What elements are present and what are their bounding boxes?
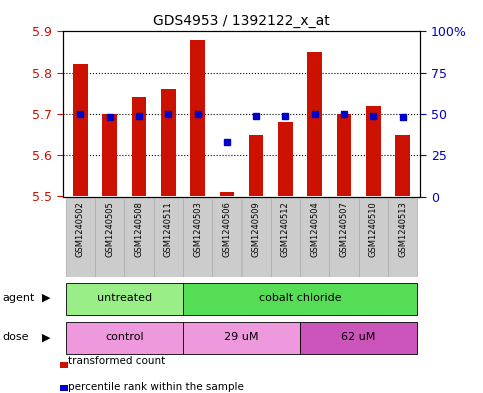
Text: percentile rank within the sample: percentile rank within the sample [68, 382, 243, 392]
Bar [337, 114, 351, 196]
Text: GSM1240507: GSM1240507 [340, 201, 349, 257]
Text: ▶: ▶ [42, 293, 50, 303]
Bar [212, 198, 242, 277]
Bar [102, 114, 117, 196]
Text: GSM1240511: GSM1240511 [164, 201, 173, 257]
Text: agent: agent [2, 293, 35, 303]
Text: dose: dose [2, 332, 29, 342]
Bar [95, 198, 124, 277]
Bar [271, 198, 300, 277]
Bar [132, 97, 146, 196]
Bar [242, 198, 271, 277]
Bar [66, 322, 183, 354]
Bar [66, 283, 183, 314]
Text: transformed count: transformed count [68, 356, 165, 366]
Bar [190, 40, 205, 197]
Text: 29 uM: 29 uM [224, 332, 259, 342]
Text: untreated: untreated [97, 293, 152, 303]
Text: GSM1240508: GSM1240508 [134, 201, 143, 257]
Text: GSM1240510: GSM1240510 [369, 201, 378, 257]
Bar [154, 198, 183, 277]
Text: 62 uM: 62 uM [341, 332, 376, 342]
Bar [124, 198, 154, 277]
Bar [329, 198, 359, 277]
Text: control: control [105, 332, 143, 342]
Text: cobalt chloride: cobalt chloride [259, 293, 341, 303]
Text: GSM1240502: GSM1240502 [76, 201, 85, 257]
Bar [359, 198, 388, 277]
Text: GSM1240503: GSM1240503 [193, 201, 202, 257]
Bar [183, 322, 300, 354]
Text: GSM1240505: GSM1240505 [105, 201, 114, 257]
Text: GSM1240512: GSM1240512 [281, 201, 290, 257]
Bar [183, 283, 417, 314]
Bar [60, 385, 68, 391]
Text: GSM1240506: GSM1240506 [222, 201, 231, 257]
Bar [300, 198, 329, 277]
Bar [161, 89, 176, 196]
Bar [388, 198, 417, 277]
Bar [66, 198, 95, 277]
Text: GSM1240513: GSM1240513 [398, 201, 407, 257]
Bar [300, 322, 417, 354]
Bar [395, 134, 410, 196]
Bar [307, 52, 322, 196]
Bar [73, 64, 88, 196]
Bar [183, 198, 212, 277]
Bar [60, 362, 68, 368]
Bar [220, 192, 234, 196]
Bar [366, 106, 381, 196]
Text: GSM1240504: GSM1240504 [310, 201, 319, 257]
Text: ▶: ▶ [42, 332, 50, 342]
Bar [278, 122, 293, 196]
Text: GSM1240509: GSM1240509 [252, 201, 261, 257]
Title: GDS4953 / 1392122_x_at: GDS4953 / 1392122_x_at [153, 14, 330, 28]
Bar [249, 134, 263, 196]
